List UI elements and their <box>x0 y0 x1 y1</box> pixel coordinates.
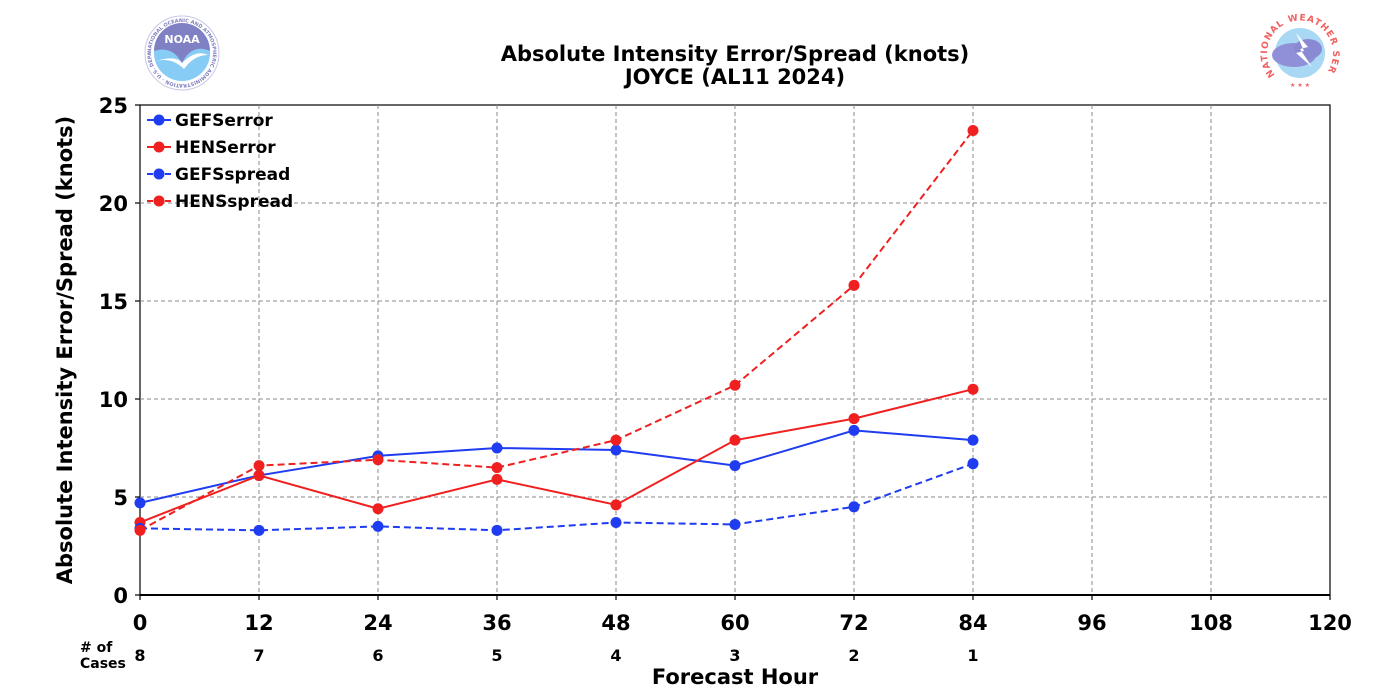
cases-row: 8 7 6 5 4 3 2 1 <box>134 646 978 665</box>
data-point <box>729 379 741 391</box>
y-tick-label: 25 <box>99 94 128 118</box>
data-point <box>610 444 622 456</box>
series-line <box>139 388 974 524</box>
data-point <box>491 462 503 474</box>
cases-count: 5 <box>491 646 502 665</box>
legend-swatch-marker <box>153 168 165 180</box>
legend-label: HENSerror <box>175 138 276 158</box>
x-tick-label: 72 <box>839 611 868 635</box>
x-tick-label: 36 <box>482 611 511 635</box>
y-tick-label: 20 <box>99 192 128 216</box>
legend-item: GEFSerror <box>147 111 273 131</box>
legend-item: GEFSspread <box>147 165 290 185</box>
x-tick-label: 84 <box>958 611 987 635</box>
cases-count: 6 <box>372 646 383 665</box>
data-point <box>610 434 622 446</box>
x-tick-label: 12 <box>244 611 273 635</box>
y-tick-label: 15 <box>99 290 128 314</box>
cases-count: 2 <box>848 646 859 665</box>
data-point <box>848 413 860 425</box>
series-line <box>139 429 974 504</box>
legend-swatch-marker <box>153 114 165 126</box>
x-tick-label: 0 <box>133 611 148 635</box>
legend-item: HENSspread <box>147 192 293 212</box>
data-point <box>848 501 860 513</box>
data-point <box>967 434 979 446</box>
data-point <box>253 524 265 536</box>
cases-count: 1 <box>967 646 978 665</box>
data-point <box>967 458 979 470</box>
cases-count: 7 <box>253 646 264 665</box>
x-axis-ticks: 0 12 24 36 48 60 72 84 96 108 120 <box>133 595 1352 635</box>
nws-logo: NATIONAL WEATHER SERVICE ★ ★ ★ <box>1260 13 1339 90</box>
x-tick-label: 96 <box>1077 611 1106 635</box>
nws-star-icon: ★ ★ ★ <box>1290 82 1310 89</box>
x-axis-label: Forecast Hour <box>652 665 819 689</box>
data-point <box>372 520 384 532</box>
x-tick-label: 108 <box>1189 611 1233 635</box>
data-point <box>967 124 979 136</box>
data-point <box>729 434 741 446</box>
data-point <box>253 469 265 481</box>
noaa-logo-label: NOAA <box>164 33 200 46</box>
legend-label: GEFSspread <box>175 165 290 185</box>
data-point <box>967 383 979 395</box>
y-axis-ticks: 0 5 10 15 20 25 <box>99 94 140 608</box>
data-point <box>134 524 146 536</box>
cases-header-line2: Cases <box>80 656 126 672</box>
data-point <box>729 460 741 472</box>
x-tick-label: 24 <box>363 611 392 635</box>
series-line <box>139 129 974 532</box>
data-point <box>491 442 503 454</box>
data-point <box>372 503 384 515</box>
cases-count: 8 <box>134 646 145 665</box>
data-point <box>491 524 503 536</box>
legend-label: GEFSerror <box>175 111 273 131</box>
x-tick-label: 60 <box>720 611 749 635</box>
legend-swatch-marker <box>153 141 165 153</box>
chart-subtitle: JOYCE (AL11 2024) <box>623 65 845 89</box>
data-point <box>848 279 860 291</box>
noaa-logo: NATIONAL OCEANIC AND ATMOSPHERIC ADMINIS… <box>144 15 220 91</box>
y-tick-label: 0 <box>113 584 128 608</box>
data-point <box>372 454 384 466</box>
data-point <box>729 518 741 530</box>
data-point <box>848 424 860 436</box>
data-point <box>610 499 622 511</box>
cases-count: 3 <box>729 646 740 665</box>
x-tick-label: 120 <box>1308 611 1352 635</box>
data-point <box>253 460 265 472</box>
cases-count: 4 <box>610 646 621 665</box>
legend: GEFSerror HENSerror GEFSspread HENSspread <box>147 111 293 212</box>
y-tick-label: 5 <box>113 486 128 510</box>
y-axis-label: Absolute Intensity Error/Spread (knots) <box>53 116 77 585</box>
chart-title: Absolute Intensity Error/Spread (knots) <box>501 42 970 66</box>
series-HENSspread <box>134 124 979 536</box>
legend-label: HENSspread <box>175 192 293 212</box>
data-point <box>610 516 622 528</box>
series-HENSerror <box>134 383 979 528</box>
data-point <box>491 473 503 485</box>
y-tick-label: 10 <box>99 388 128 412</box>
legend-item: HENSerror <box>147 138 276 158</box>
cases-header-line1: # of <box>80 640 113 656</box>
series-layer <box>134 124 979 536</box>
legend-swatch-marker <box>153 195 165 207</box>
data-point <box>134 497 146 509</box>
series-GEFSspread <box>134 458 979 536</box>
series-line <box>139 462 974 532</box>
x-tick-label: 48 <box>601 611 630 635</box>
